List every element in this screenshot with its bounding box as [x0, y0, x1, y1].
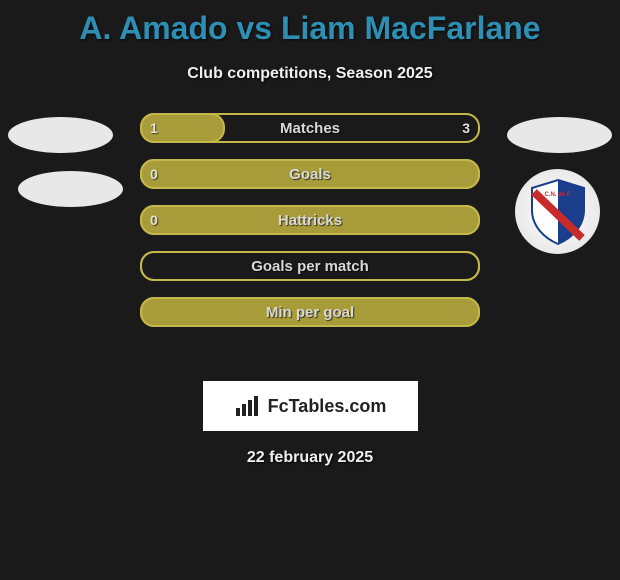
bar-label: Hattricks [140, 205, 480, 235]
page-title: A. Amado vs Liam MacFarlane [0, 0, 620, 47]
bar-row-goals-per-match: Goals per match [140, 251, 480, 281]
bars-container: 1 Matches 3 0 Goals 0 Hattricks Goals pe… [140, 113, 480, 343]
player-avatar-right [507, 117, 612, 153]
date-text: 22 february 2025 [0, 449, 620, 467]
watermark-text: FcTables.com [268, 396, 387, 417]
bar-label: Goals per match [140, 251, 480, 281]
bar-row-goals: 0 Goals [140, 159, 480, 189]
bar-row-matches: 1 Matches 3 [140, 113, 480, 143]
shield-icon: C.N. de F. [528, 178, 588, 246]
club-badge: C.N. de F. [515, 169, 600, 254]
bar-label: Matches [140, 113, 480, 143]
bar-label: Goals [140, 159, 480, 189]
bar-value-right: 3 [462, 113, 470, 143]
bar-row-hattricks: 0 Hattricks [140, 205, 480, 235]
bars-icon [234, 394, 262, 418]
bar-row-min-per-goal: Min per goal [140, 297, 480, 327]
page-subtitle: Club competitions, Season 2025 [0, 65, 620, 83]
player-avatar-left-2 [18, 171, 123, 207]
bar-label: Min per goal [140, 297, 480, 327]
chart-area: C.N. de F. 1 Matches 3 0 Goals 0 Hattric… [0, 113, 620, 373]
player-avatar-left-1 [8, 117, 113, 153]
svg-text:C.N. de F.: C.N. de F. [544, 192, 571, 198]
watermark: FcTables.com [203, 381, 418, 431]
